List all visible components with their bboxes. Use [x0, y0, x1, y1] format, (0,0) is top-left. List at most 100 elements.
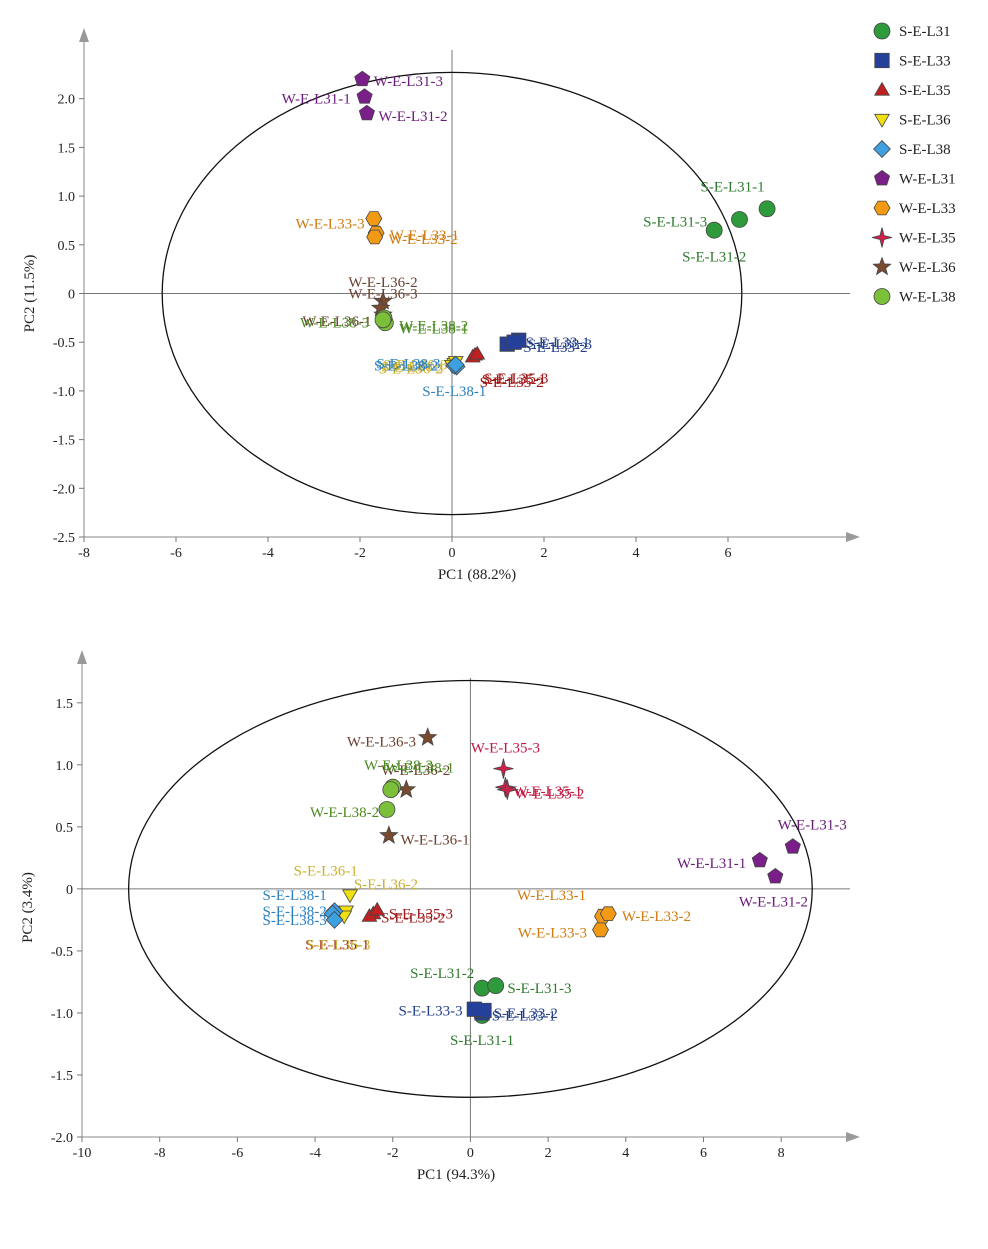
- point-label: S-E-L33-1: [492, 1008, 556, 1024]
- data-point: [379, 825, 399, 844]
- point-label: W-E-L35-1: [513, 784, 582, 800]
- point-label: W-E-L35-2: [515, 786, 584, 802]
- point-label: S-E-L35-1: [482, 372, 546, 388]
- point-label: S-E-L31-2: [682, 249, 746, 265]
- point-label: W-E-L33-1: [390, 228, 459, 244]
- point-label: W-E-L38-1: [399, 322, 468, 338]
- point-label: S-E-L38-2: [374, 359, 438, 375]
- point-label: S-E-L36-1: [381, 360, 445, 376]
- legend-label: S-E-L35: [899, 83, 951, 99]
- data-point: [358, 104, 375, 121]
- point-label: S-E-L38-3: [376, 357, 440, 373]
- point-label: W-E-L36-2: [381, 763, 450, 779]
- data-point: [758, 200, 776, 218]
- y-axis-arrow: [79, 28, 89, 42]
- legend-marker: [871, 227, 893, 248]
- data-point: [417, 727, 438, 746]
- point-label: S-E-L31-2: [410, 966, 474, 982]
- data-point: [751, 851, 768, 868]
- y-tick-label: 1.5: [56, 697, 74, 712]
- data-point: [342, 889, 358, 904]
- x-tick-label: 6: [725, 546, 732, 561]
- y-tick-label: -2.0: [53, 482, 75, 497]
- x-tick-label: -2: [387, 1146, 399, 1161]
- point-label: S-E-L31-3: [507, 981, 571, 997]
- data-point: [497, 779, 518, 800]
- point-label: S-E-L36-2: [354, 877, 418, 893]
- point-label: W-E-L33-2: [622, 909, 691, 925]
- x-tick-label: 0: [467, 1146, 474, 1161]
- y-axis-title: PC2 (11.5%): [22, 255, 38, 333]
- legend-label: S-E-L36: [899, 113, 951, 129]
- data-point: [466, 1001, 482, 1017]
- point-label: W-E-L38-1: [385, 760, 454, 776]
- point-label: W-E-L35-3: [471, 740, 540, 756]
- x-axis-title: PC1 (88.2%): [438, 567, 516, 583]
- point-label: S-E-L38-3: [263, 913, 327, 929]
- point-label: S-E-L35-2: [480, 375, 544, 391]
- legend-marker: [873, 170, 891, 186]
- legend-label: W-E-L31: [899, 172, 956, 188]
- x-axis-arrow: [846, 1132, 860, 1142]
- legend-marker: [873, 140, 891, 158]
- data-point: [382, 781, 400, 799]
- x-tick-label: 4: [622, 1146, 629, 1161]
- point-label: W-E-L36-2: [348, 275, 417, 291]
- legend-marker: [873, 200, 891, 216]
- y-tick-label: -0.5: [53, 336, 75, 351]
- x-tick-label: -2: [354, 546, 366, 561]
- y-tick-label: 1.0: [58, 190, 76, 205]
- data-point: [599, 906, 617, 921]
- pca-plot-bottom: -10 -8 -6 -4 -2 0 2 4 6 8 -2.0 -1.5 -1.0 -0.5 0 0.5 1.0 1…: [20, 650, 860, 1183]
- legend-label: W-E-L38: [899, 290, 956, 306]
- point-label: S-E-L31-1: [450, 1033, 514, 1049]
- x-tick-label: -4: [309, 1146, 321, 1161]
- legend-marker: [874, 81, 890, 96]
- x-tick-label: -10: [73, 1146, 92, 1161]
- data-point: [705, 221, 723, 239]
- x-axis-arrow: [846, 532, 860, 542]
- point-label: W-E-L38-3: [300, 316, 369, 332]
- data-point: [487, 977, 505, 995]
- point-label: S-E-L35-2: [381, 910, 445, 926]
- legend-marker: [874, 52, 890, 69]
- data-point: [784, 838, 801, 854]
- point-label: W-E-L33-1: [517, 888, 586, 904]
- point-label: S-E-L35-3: [484, 371, 548, 387]
- data-point: [325, 910, 344, 929]
- point-label: W-E-L36-1: [302, 314, 371, 330]
- data-point: [731, 211, 748, 228]
- legend-label: W-E-L35: [899, 231, 956, 247]
- point-label: W-E-L31-3: [374, 74, 443, 90]
- point-label: S-E-L36-2: [379, 361, 443, 377]
- point-label: S-E-L36-3: [383, 358, 447, 374]
- confidence-ellipse: [127, 679, 813, 1098]
- x-tick-label: 2: [545, 1146, 552, 1161]
- point-label: S-E-L38-2: [263, 904, 327, 920]
- legend-label: S-E-L38: [899, 142, 951, 158]
- point-label: W-E-L33-3: [295, 216, 364, 232]
- y-tick-label: 0: [66, 883, 73, 898]
- data-point: [365, 211, 383, 226]
- x-tick-label: 2: [541, 546, 548, 561]
- y-axis-arrow: [77, 650, 87, 664]
- point-label: S-E-L33-3: [528, 337, 592, 353]
- data-point: [506, 334, 522, 350]
- point-label: W-E-L31-1: [282, 92, 351, 108]
- point-label: W-E-L38-2: [310, 805, 379, 821]
- point-label: W-E-L31-2: [739, 894, 808, 910]
- point-label: S-E-L33-3: [398, 1003, 462, 1019]
- x-tick-label: -8: [154, 1146, 166, 1161]
- legend-marker: [874, 113, 890, 128]
- x-tick-label: -6: [232, 1146, 244, 1161]
- y-tick-label: 1.0: [56, 759, 74, 774]
- legend-marker: [872, 256, 892, 276]
- y-tick-label: -1.0: [53, 385, 75, 400]
- point-label: W-E-L33-2: [389, 232, 458, 248]
- point-label: W-E-L38-3: [364, 758, 433, 774]
- y-tick-label: 2.0: [58, 93, 76, 108]
- y-tick-label: -1.0: [51, 1007, 73, 1022]
- x-tick-label: -6: [170, 546, 182, 561]
